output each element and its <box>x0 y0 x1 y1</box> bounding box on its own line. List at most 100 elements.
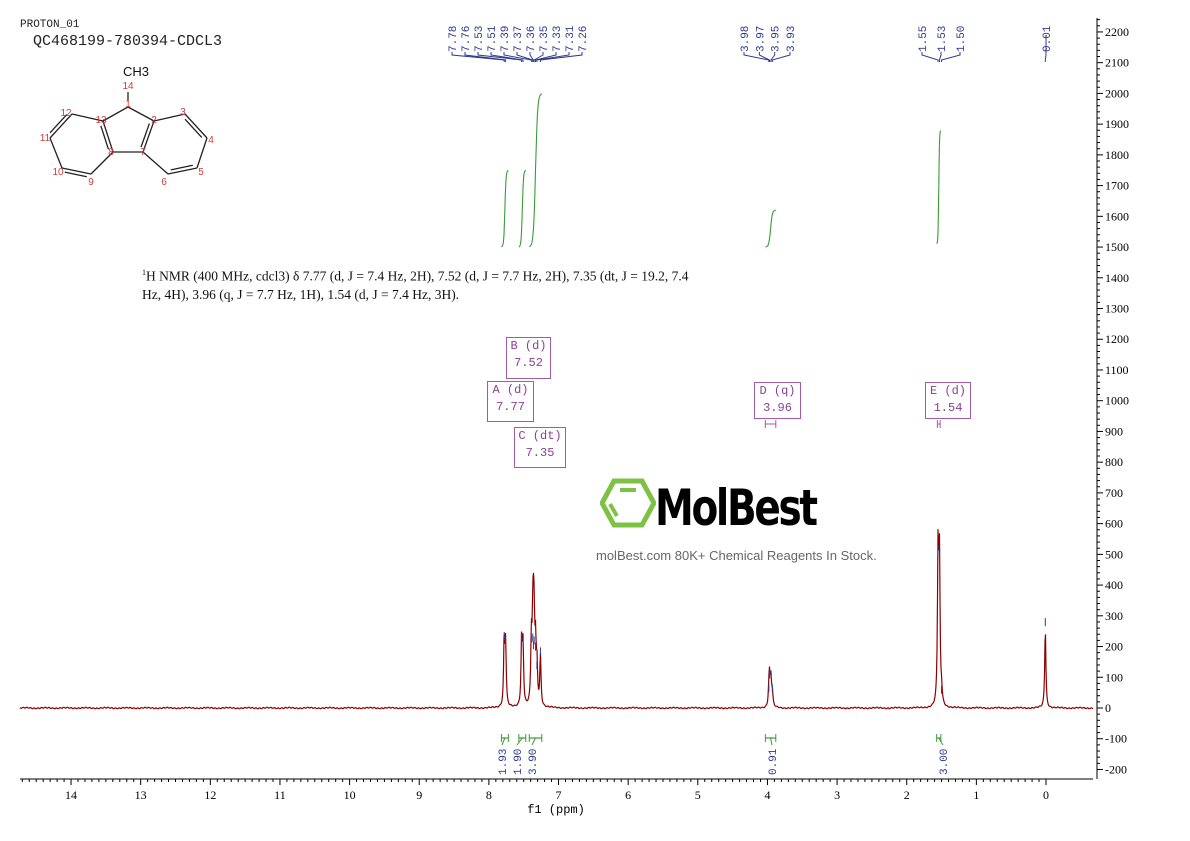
x-tick-label: 1 <box>973 788 979 802</box>
integral-connector <box>770 737 773 746</box>
y-tick-label: -200 <box>1105 762 1127 776</box>
atom-label: 14 <box>122 81 134 92</box>
peak-label-connector <box>533 52 544 62</box>
x-tick-label: 4 <box>764 788 770 802</box>
peak-label: 1.50 <box>956 26 968 52</box>
peak-label-connector <box>451 52 505 62</box>
bond <box>49 113 73 139</box>
multiplet-box-c[interactable]: C (dt) 7.35 <box>514 427 566 468</box>
multiplet-box-d[interactable]: D (q) 3.96 <box>754 382 801 419</box>
peak-label-connector <box>921 52 939 62</box>
multiplet-box-e[interactable]: E (d) 1.54 <box>925 382 971 419</box>
x-tick-label: 12 <box>204 788 216 802</box>
double-bond <box>49 114 68 134</box>
y-tick-label: 1000 <box>1105 394 1129 408</box>
y-tick-label: -100 <box>1105 732 1127 746</box>
atom-label: 11 <box>40 133 51 144</box>
y-tick-label: 200 <box>1105 640 1123 654</box>
multiplet-value: 3.96 <box>763 401 792 415</box>
atom-label: 10 <box>52 167 64 178</box>
x-tick-label: 0 <box>1043 788 1049 802</box>
watermark-brand: MolBest <box>655 479 818 537</box>
integral-curve <box>501 169 509 248</box>
summary-body: H NMR (400 MHz, cdcl3) δ 7.77 (d, J = 7.… <box>142 268 689 302</box>
peak-label-connector <box>770 52 776 62</box>
peak-label-connector <box>477 52 523 62</box>
double-bond <box>170 164 193 171</box>
peak-label: 3.97 <box>755 26 767 52</box>
x-tick-label: 9 <box>416 788 422 802</box>
peak-label-connector <box>464 52 507 62</box>
integral-value: 0.91 <box>768 748 780 775</box>
atom-label: 2 <box>151 115 157 126</box>
peak-label-connector <box>743 52 770 62</box>
y-tick-label: 400 <box>1105 578 1123 592</box>
y-tick-label: 2000 <box>1105 86 1129 100</box>
bond <box>153 113 186 122</box>
x-tick-label: 8 <box>486 788 492 802</box>
peak-label-connector <box>941 52 961 62</box>
bond <box>196 137 208 169</box>
bond <box>167 167 198 175</box>
y-tick-label: 100 <box>1105 670 1123 684</box>
x-tick-label: 3 <box>834 788 840 802</box>
x-tick-label: 6 <box>625 788 631 802</box>
peak-label: 7.35 <box>539 26 551 52</box>
atom-label: 5 <box>198 167 204 178</box>
peak-label-connector <box>938 52 942 62</box>
bond <box>184 113 208 139</box>
double-bond <box>64 171 87 178</box>
multiplet-value: 7.52 <box>514 356 543 370</box>
y-tick-label: 2100 <box>1105 56 1129 70</box>
multiplet-id: D (q) <box>759 384 796 398</box>
peak-label: 7.36 <box>526 26 538 52</box>
peak-label-connector <box>1044 36 1047 62</box>
y-tick-label: 1300 <box>1105 302 1129 316</box>
x-tick-label: 5 <box>695 788 701 802</box>
integral-connector <box>531 737 536 746</box>
multiplet-value: 7.77 <box>496 400 525 414</box>
experiment-name: PROTON_01 <box>20 19 80 31</box>
double-bond <box>140 123 150 148</box>
atom-label: 1 <box>125 99 131 110</box>
methyl-label: CH3 <box>123 64 149 79</box>
peak-label-connector <box>771 52 791 62</box>
bond <box>102 120 114 153</box>
peak-label: 7.39 <box>500 26 512 52</box>
peak-label: 7.78 <box>448 26 460 52</box>
y-tick-label: 1700 <box>1105 179 1129 193</box>
multiplet-id: C (dt) <box>518 429 562 443</box>
multiplet-box-a[interactable]: A (d) 7.77 <box>487 381 534 422</box>
y-tick-label: 500 <box>1105 547 1123 561</box>
bond <box>142 120 155 153</box>
peak-label: 7.31 <box>565 25 577 52</box>
multiplet-box-b[interactable]: B (d) 7.52 <box>506 337 551 379</box>
y-tick-label: 800 <box>1105 455 1123 469</box>
spectrum-trace <box>19 529 1094 710</box>
bond <box>102 106 129 122</box>
x-tick-label: 7 <box>556 788 562 802</box>
peak-label: 7.53 <box>474 26 486 52</box>
peak-label: 7.51 <box>487 25 499 52</box>
nmr-summary-text: 1H NMR (400 MHz, cdcl3) δ 7.77 (d, J = 7… <box>142 264 702 304</box>
multiplet-value: 1.54 <box>933 401 963 415</box>
peak-label: 1.55 <box>918 26 930 52</box>
atom-label: 3 <box>180 107 186 118</box>
integral-value: 3.90 <box>528 749 540 775</box>
integral-curve <box>765 209 776 248</box>
peak-label: 7.33 <box>552 26 564 52</box>
peak-label: 3.98 <box>740 26 752 52</box>
y-tick-label: 300 <box>1105 609 1123 623</box>
x-axis-label: f1 (ppm) <box>527 803 585 817</box>
peak-label-connector <box>539 52 583 62</box>
bond <box>71 113 104 122</box>
peak-label: 7.76 <box>461 26 473 52</box>
atom-label: 7 <box>140 147 146 158</box>
x-tick-label: 14 <box>65 788 77 802</box>
integral-connector <box>516 737 523 746</box>
peak-label-connector <box>490 52 524 62</box>
integral-value: 1.93 <box>498 749 510 775</box>
bond <box>49 137 63 169</box>
